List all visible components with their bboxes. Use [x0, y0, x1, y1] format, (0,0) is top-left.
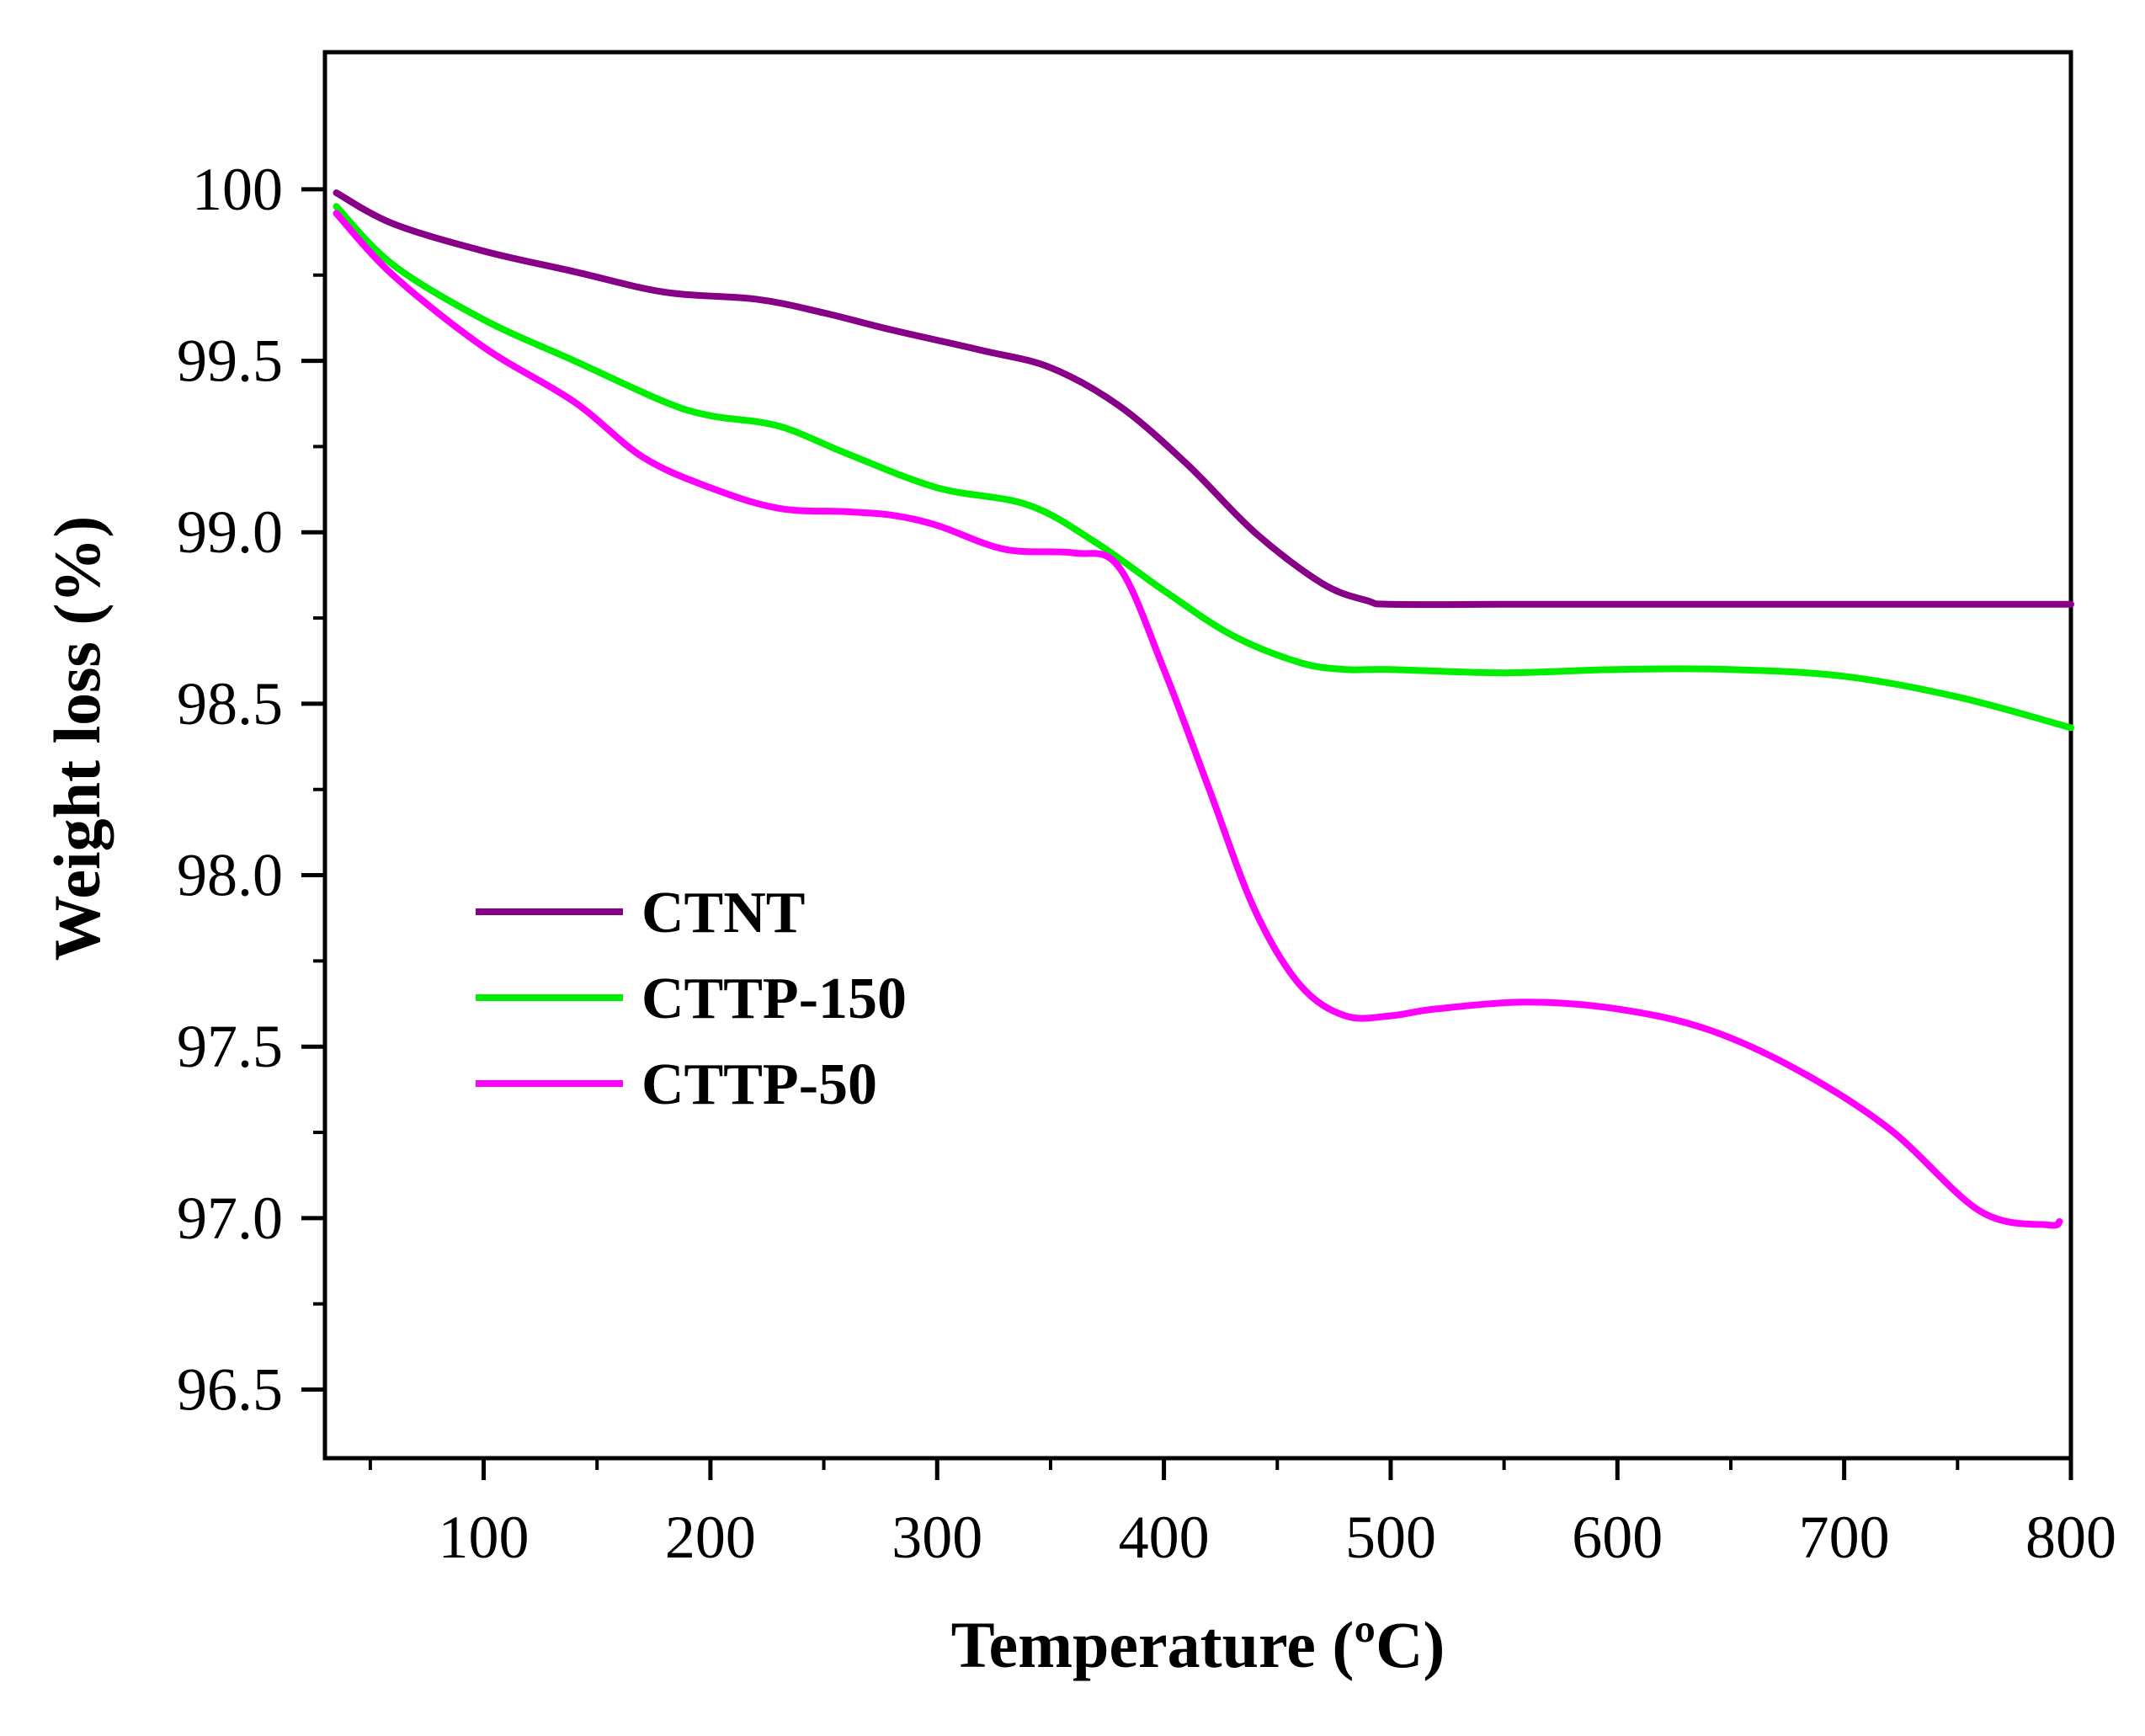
y-axis-ticks: 100 99.5 99.0 98.5 98.0 97.5 97.0 96.5 — [177, 156, 325, 1424]
x-tick-label: 100 — [439, 1504, 530, 1571]
x-tick-label: 200 — [665, 1504, 756, 1571]
series-line-cttp-150 — [333, 203, 2074, 732]
legend-label-ctnt: CTNT — [641, 881, 805, 945]
y-axis-title: Weight loss (%) — [40, 516, 114, 961]
series-line-cttp-50 — [333, 210, 2063, 1229]
plot-frame — [322, 50, 2073, 1461]
x-tick-label: 300 — [892, 1504, 982, 1571]
x-tick-label: 600 — [1572, 1504, 1663, 1571]
x-tick-label: 800 — [2025, 1504, 2116, 1571]
x-tick-label: 700 — [1799, 1504, 1890, 1571]
y-tick-label: 96.5 — [177, 1356, 283, 1424]
y-tick-label: 98.0 — [177, 842, 283, 909]
legend-label-cttp-150: CTTP-150 — [641, 967, 907, 1031]
x-tick-label: 400 — [1119, 1504, 1210, 1571]
y-tick-label: 99.0 — [177, 498, 283, 566]
y-tick-label: 98.5 — [177, 670, 283, 738]
y-tick-label: 97.0 — [177, 1185, 283, 1252]
y-tick-label: 99.5 — [177, 327, 283, 395]
series-layer — [333, 189, 2074, 1229]
x-axis-title: Temperature (ºC) — [951, 1608, 1445, 1681]
x-axis-ticks: 100 200 300 400 500 600 700 800 — [368, 1458, 2116, 1571]
series-line-ctnt — [333, 189, 2074, 609]
x-tick-label: 500 — [1345, 1504, 1436, 1571]
y-tick-label: 100 — [192, 156, 283, 223]
legend: CTNT CTTP-150 CTTP-50 — [476, 881, 907, 1117]
y-tick-label: 97.5 — [177, 1013, 283, 1080]
legend-label-cttp-50: CTTP-50 — [641, 1052, 877, 1117]
